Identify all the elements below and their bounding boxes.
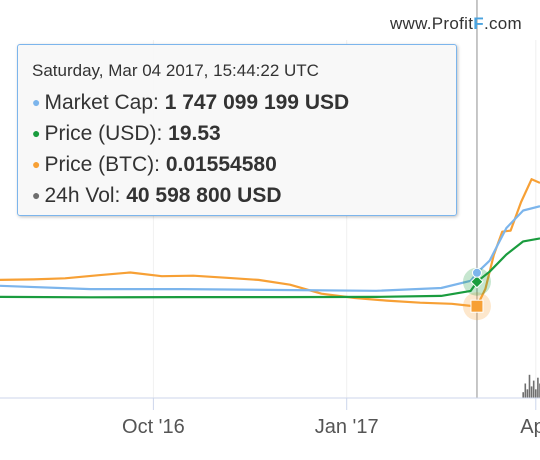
- hover-marker-market-cap: [471, 267, 482, 278]
- tooltip-row-price-btc: ● Price (BTC): 0.01554580: [32, 149, 456, 180]
- tooltip-value: 40 598 800 USD: [126, 184, 282, 207]
- tooltip-row-volume: ● 24h Vol: 40 598 800 USD: [32, 180, 456, 211]
- tooltip-value: 19.53: [168, 122, 221, 145]
- x-tick-label: Jan '17: [315, 416, 379, 438]
- tooltip-value: 0.01554580: [165, 153, 277, 176]
- volume-bar: [526, 389, 529, 398]
- tooltip-row-market-cap: ● Market Cap: 1 747 099 199 USD: [32, 87, 456, 118]
- tooltip-date: Saturday, Mar 04 2017, 15:44:22 UTC: [32, 61, 319, 80]
- tooltip-value: 1 747 099 199 USD: [164, 91, 350, 114]
- watermark: www.ProfitF.com: [390, 14, 522, 34]
- tooltip-label: 24h Vol:: [44, 184, 121, 207]
- volume-bar: [532, 380, 535, 398]
- hover-markers: [462, 267, 491, 321]
- watermark-brand-letter: F: [473, 14, 484, 33]
- volume-bar: [522, 392, 524, 398]
- watermark-suffix: .com: [483, 14, 522, 33]
- series-line-price-usd: [0, 237, 540, 299]
- legend-dot-icon: ●: [32, 125, 41, 141]
- tooltip-label: Price (BTC):: [44, 153, 160, 176]
- tooltip-label: Price (USD):: [44, 122, 163, 145]
- x-tick-label: Apr: [520, 416, 540, 438]
- chart-tooltip: Saturday, Mar 04 2017, 15:44:22 UTC ● Mar…: [17, 44, 457, 216]
- volume-bar: [524, 383, 527, 398]
- watermark-prefix: www.Profit: [389, 14, 474, 33]
- hover-marker-price-btc: [470, 299, 484, 313]
- legend-dot-icon: ●: [32, 187, 41, 203]
- x-tick-label: Oct '16: [122, 416, 185, 438]
- series-layer: [0, 178, 540, 398]
- volume-bar: [534, 389, 537, 398]
- hover-marker-price-usd: [470, 275, 484, 289]
- tooltip-label: Market Cap:: [44, 91, 159, 114]
- volume-bar: [530, 386, 533, 398]
- x-axis: Oct '16 Jan '17 Apr: [122, 398, 540, 438]
- volume-bar: [537, 377, 539, 398]
- series-line-market-cap: [0, 205, 540, 292]
- volume-bar: [528, 374, 531, 398]
- legend-dot-icon: ●: [32, 156, 41, 172]
- tooltip-row-price-usd: ● Price (USD): 19.53: [32, 118, 456, 149]
- legend-dot-icon: ●: [32, 94, 41, 110]
